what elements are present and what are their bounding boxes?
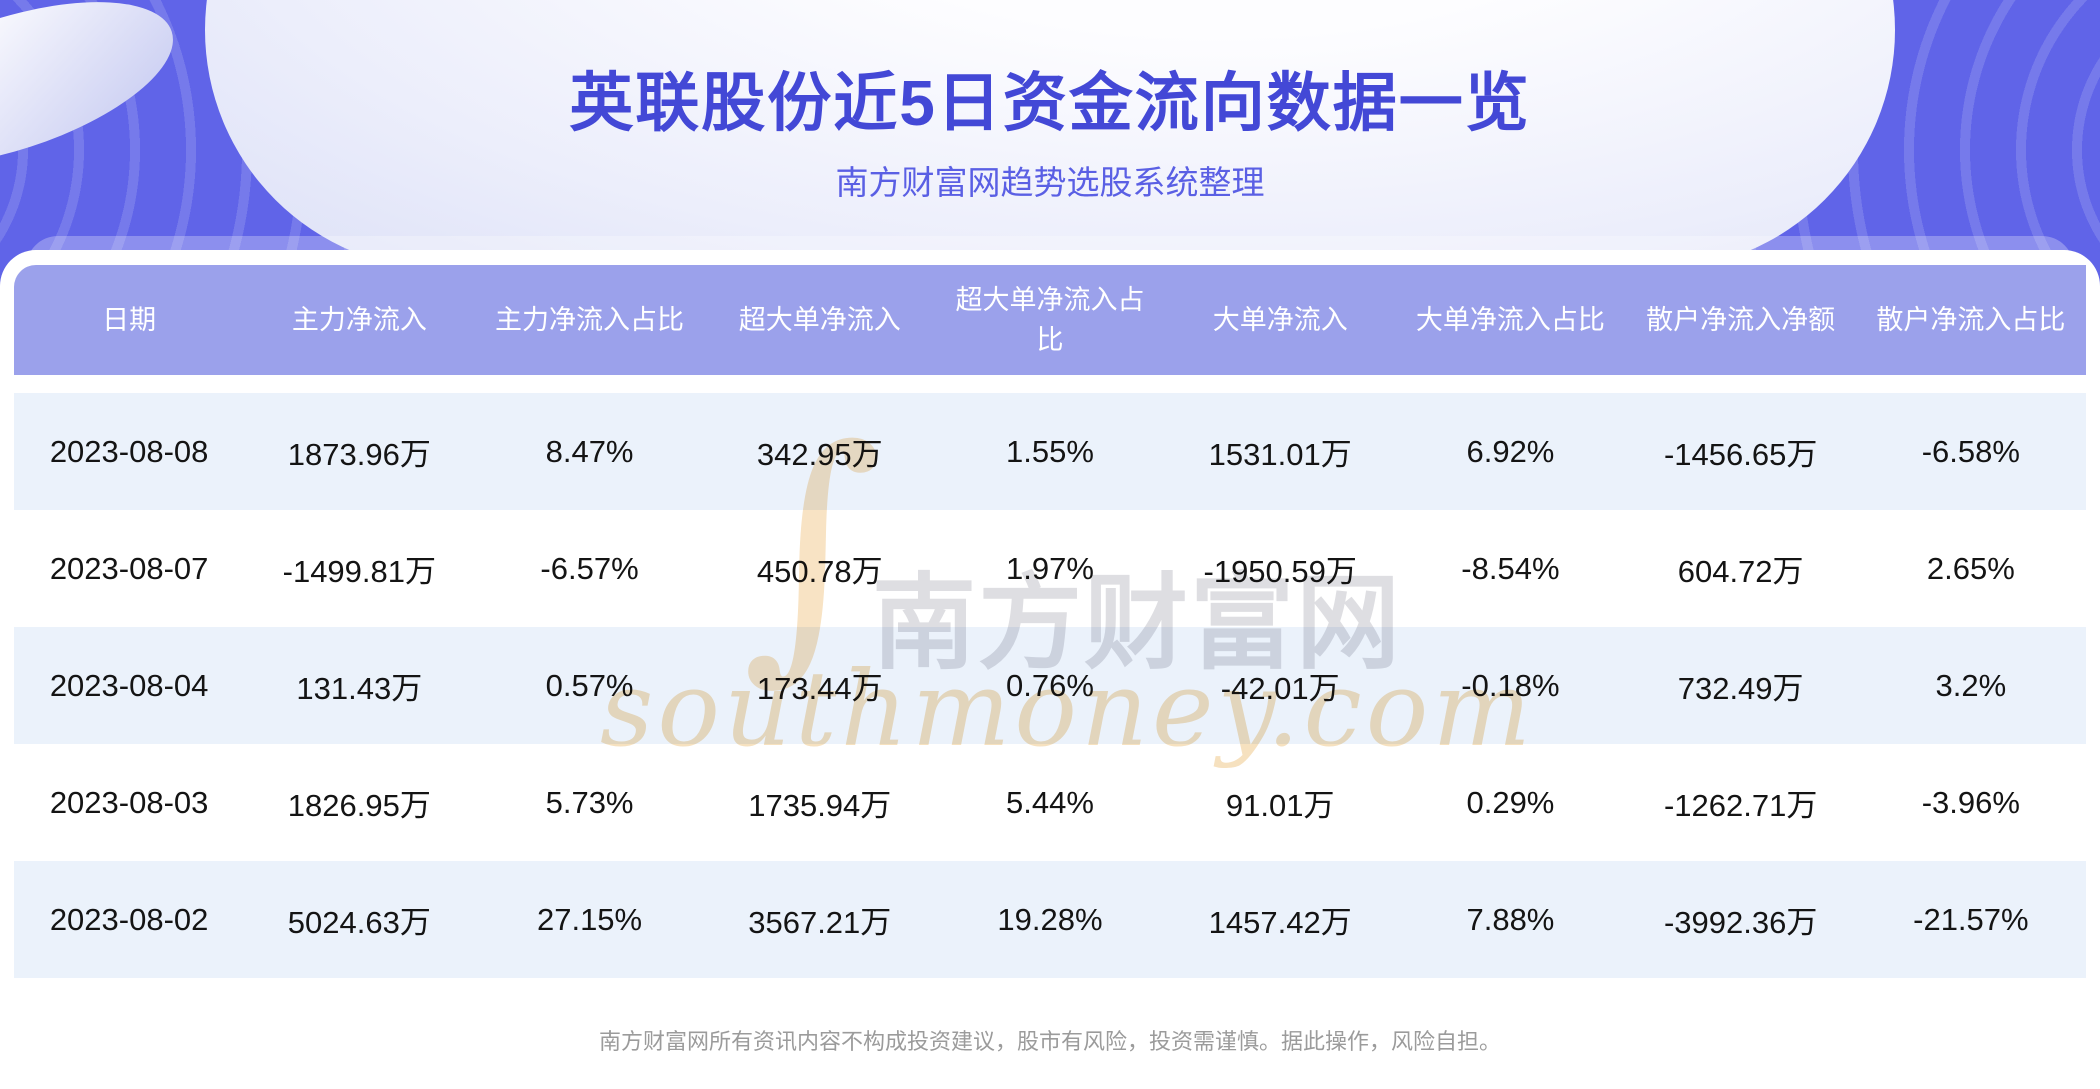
table-row: 2023-08-02 5024.63万 27.15% 3567.21万 19.28% 14…: [14, 861, 2086, 978]
table-cell: -1499.81万: [244, 510, 475, 627]
decor-center-blob: [205, 0, 1895, 270]
table-cell: 450.78万: [704, 510, 935, 627]
disclaimer-text: 南方财富网所有资讯内容不构成投资建议，股市有风险，投资需谨慎。据此操作，风险自担…: [598, 1029, 1501, 1054]
table-cell: 2023-08-07: [14, 510, 245, 627]
table-cell: -6.58%: [1855, 393, 2086, 510]
page-title: 英联股份近5日资金流向数据一览: [569, 67, 1531, 139]
table-cell: 0.57%: [474, 627, 705, 744]
table-row: 2023-08-07 -1499.81万 -6.57% 450.78万 1.97% -19…: [14, 510, 2086, 627]
table-cell: 1.97%: [934, 510, 1166, 627]
table-cell: 604.72万: [1625, 510, 1856, 627]
page-subtitle: 南方财富网趋势选股系统整理: [835, 164, 1265, 201]
table-row: 2023-08-08 1873.96万 8.47% 342.95万 1.55% 1531.…: [14, 393, 2086, 510]
column-header: 主力净流入: [244, 265, 475, 375]
table-cell: 2.65%: [1855, 510, 2086, 627]
column-header: 散户净流入净额: [1625, 265, 1856, 375]
table-cell: -21.57%: [1855, 861, 2086, 978]
table-cell: -8.54%: [1395, 510, 1626, 627]
table-cell: 8.47%: [474, 393, 705, 510]
table-cell: 5.73%: [474, 744, 705, 861]
table-cell: 5024.63万: [244, 861, 475, 978]
header-gap-cell: [14, 375, 2086, 393]
table-cell: 19.28%: [934, 861, 1166, 978]
table-cell: 2023-08-08: [14, 393, 245, 510]
table-cell: 0.76%: [934, 627, 1166, 744]
table-cell: 6.92%: [1395, 393, 1626, 510]
table-cell: 0.29%: [1395, 744, 1626, 861]
table-cell: 1531.01万: [1165, 393, 1396, 510]
column-header: 大单净流入占比: [1395, 265, 1626, 375]
table-cell: 1826.95万: [244, 744, 475, 861]
table-cell: -0.18%: [1395, 627, 1626, 744]
table-cell: 1735.94万: [704, 744, 935, 861]
table-cell: 1.55%: [934, 393, 1166, 510]
table-cell: 131.43万: [244, 627, 475, 744]
table-cell: 342.95万: [704, 393, 935, 510]
table-cell: 3567.21万: [704, 861, 935, 978]
table-cell: 3.2%: [1855, 627, 2086, 744]
table-cell: 2023-08-02: [14, 861, 245, 978]
fund-flow-table: 日期 主力净流入 主力净流入占比 超大单净流入 超大单净流入占比 大单净流入 大单净流入占比…: [14, 265, 2086, 978]
table-cell: 1873.96万: [244, 393, 475, 510]
table-cell: -3.96%: [1855, 744, 2086, 861]
table-cell: 1457.42万: [1165, 861, 1396, 978]
table-cell: -1950.59万: [1165, 510, 1396, 627]
table-body: 2023-08-08 1873.96万 8.47% 342.95万 1.55% 1531.…: [14, 375, 2086, 978]
table-cell: 91.01万: [1165, 744, 1396, 861]
table-row: 2023-08-04 131.43万 0.57% 173.44万 0.76% -42.01…: [14, 627, 2086, 744]
table-cell: 5.44%: [934, 744, 1166, 861]
table-cell: 2023-08-04: [14, 627, 245, 744]
table-header-row: 日期 主力净流入 主力净流入占比 超大单净流入 超大单净流入占比 大单净流入 大单净流入占比…: [14, 265, 2086, 375]
column-header: 日期: [14, 265, 245, 375]
table-cell: -1262.71万: [1625, 744, 1856, 861]
column-header: 超大单净流入: [704, 265, 935, 375]
table-cell: -42.01万: [1165, 627, 1396, 744]
column-header: 大单净流入: [1165, 265, 1396, 375]
table-cell: 2023-08-03: [14, 744, 245, 861]
table-cell: 27.15%: [474, 861, 705, 978]
table-cell: 7.88%: [1395, 861, 1626, 978]
table-cell: -6.57%: [474, 510, 705, 627]
column-header: 超大单净流入占比: [934, 265, 1166, 375]
table-cell: -1456.65万: [1625, 393, 1856, 510]
column-header: 主力净流入占比: [474, 265, 705, 375]
content-card: 日期 主力净流入 主力净流入占比 超大单净流入 超大单净流入占比 大单净流入 大单净流入占比…: [0, 250, 2100, 1089]
header-gap-row: [14, 375, 2086, 393]
table-cell: -3992.36万: [1625, 861, 1856, 978]
column-header: 散户净流入占比: [1855, 265, 2086, 375]
table-cell: 173.44万: [704, 627, 935, 744]
table-row: 2023-08-03 1826.95万 5.73% 1735.94万 5.44% 91.0…: [14, 744, 2086, 861]
table-cell: 732.49万: [1625, 627, 1856, 744]
